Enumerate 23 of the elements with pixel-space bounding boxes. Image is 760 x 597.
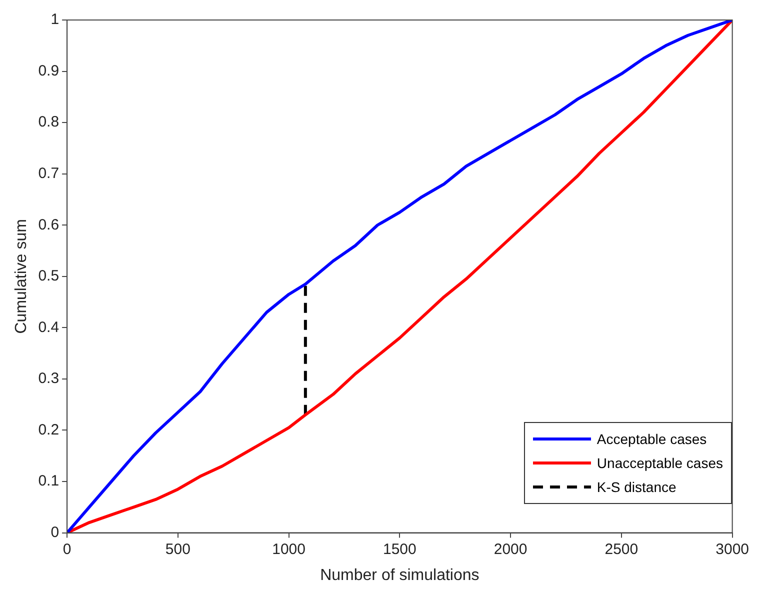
y-tick-label: 0.7 <box>38 164 60 182</box>
x-tick-label: 3000 <box>716 540 750 558</box>
x-tick-label: 1000 <box>272 540 306 558</box>
y-tick-label: 0.6 <box>38 216 60 234</box>
y-tick-label: 1 <box>50 11 60 28</box>
legend-label: Acceptable cases <box>596 431 707 447</box>
y-tick-label: 0.1 <box>38 472 60 490</box>
legend-label: K-S distance <box>596 479 676 495</box>
x-tick-label: 2000 <box>494 540 528 558</box>
y-tick-label: 0.8 <box>38 114 60 131</box>
y-tick-label: 0 <box>50 524 60 541</box>
y-tick-label: 0.9 <box>38 62 60 80</box>
y-axis-title: Cumulative sum <box>13 219 30 334</box>
y-tick-label: 0.5 <box>38 268 60 285</box>
y-tick-label: 0.4 <box>38 318 60 336</box>
x-tick-label: 500 <box>165 540 190 558</box>
y-tick-label: 0.3 <box>38 370 60 388</box>
legend-label: Unacceptable cases <box>596 455 723 471</box>
x-axis-title: Number of simulations <box>320 566 480 584</box>
x-tick-label: 0 <box>62 540 72 558</box>
x-tick-label: 1500 <box>382 540 416 558</box>
x-tick-label: 2500 <box>604 540 638 558</box>
y-tick-label: 0.2 <box>38 421 60 438</box>
